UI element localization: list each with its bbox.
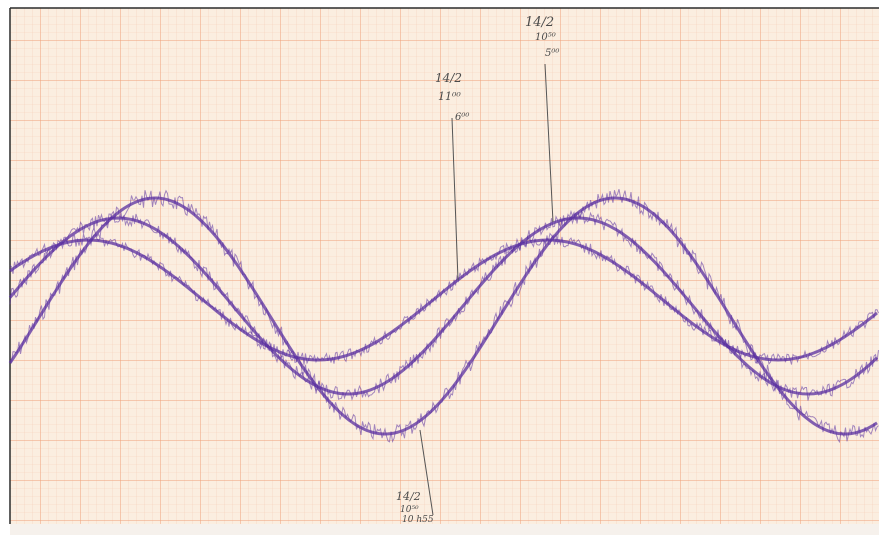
annotation-bottom: 14/2 10⁵⁰ 10 h55 — [396, 490, 434, 525]
trace-large-core — [8, 196, 878, 436]
annotation-bottom-line2: 10⁵⁰ — [400, 505, 419, 515]
annotation-mid: 14/2 11⁰⁰ 6⁰⁰ — [435, 71, 469, 123]
major-grid — [10, 8, 879, 524]
marker-line-bottom — [419, 429, 434, 516]
annotation-top-line3: 5⁰⁰ — [545, 48, 559, 59]
trace-small-core — [9, 238, 878, 362]
annotation-top: 14/2 10⁵⁰ 5⁰⁰ — [525, 15, 559, 59]
annotation-mid-line3: 6⁰⁰ — [455, 112, 469, 123]
annotation-top-line1: 14/2 — [525, 15, 554, 30]
bottom-margin — [10, 524, 879, 535]
trace-medium-core — [8, 216, 879, 396]
annotation-top-line2: 10⁵⁰ — [535, 32, 556, 43]
trace-large-noise — [9, 189, 879, 444]
annotation-mid-line1: 14/2 — [435, 71, 462, 85]
marker-line-top — [544, 63, 554, 223]
annotation-mid-line2: 11⁰⁰ — [438, 90, 461, 103]
marker-line-mid — [451, 117, 459, 281]
annotation-bottom-line3: 10 h55 — [402, 515, 434, 525]
traces-group — [8, 189, 879, 444]
annotation-bottom-line1: 14/2 — [396, 490, 421, 503]
